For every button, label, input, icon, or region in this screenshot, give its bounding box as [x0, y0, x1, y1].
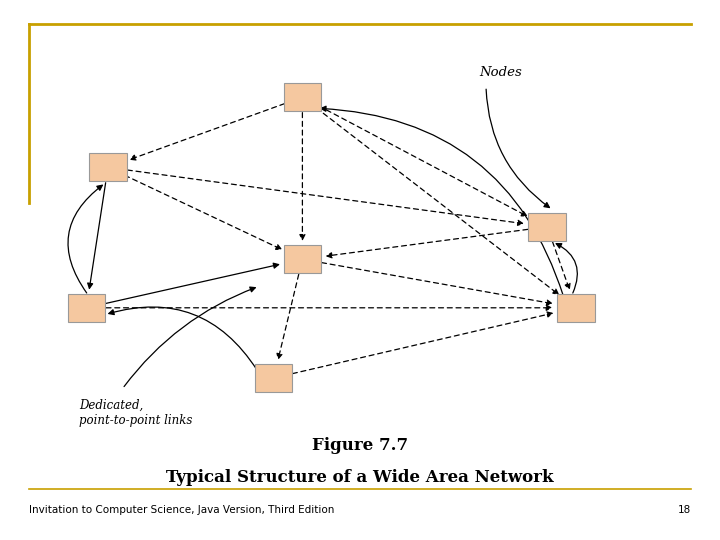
Text: Typical Structure of a Wide Area Network: Typical Structure of a Wide Area Network — [166, 469, 554, 487]
Bar — [255, 364, 292, 392]
Bar — [89, 153, 127, 181]
Bar — [557, 294, 595, 322]
Text: Invitation to Computer Science, Java Version, Third Edition: Invitation to Computer Science, Java Ver… — [29, 505, 334, 515]
Bar — [284, 245, 321, 273]
Bar — [528, 213, 566, 241]
Text: Figure 7.7: Figure 7.7 — [312, 437, 408, 454]
Text: 18: 18 — [678, 505, 691, 515]
Text: Nodes: Nodes — [479, 66, 521, 79]
Text: Dedicated,
point-to-point links: Dedicated, point-to-point links — [79, 399, 192, 427]
Bar — [284, 83, 321, 111]
Bar — [68, 294, 105, 322]
